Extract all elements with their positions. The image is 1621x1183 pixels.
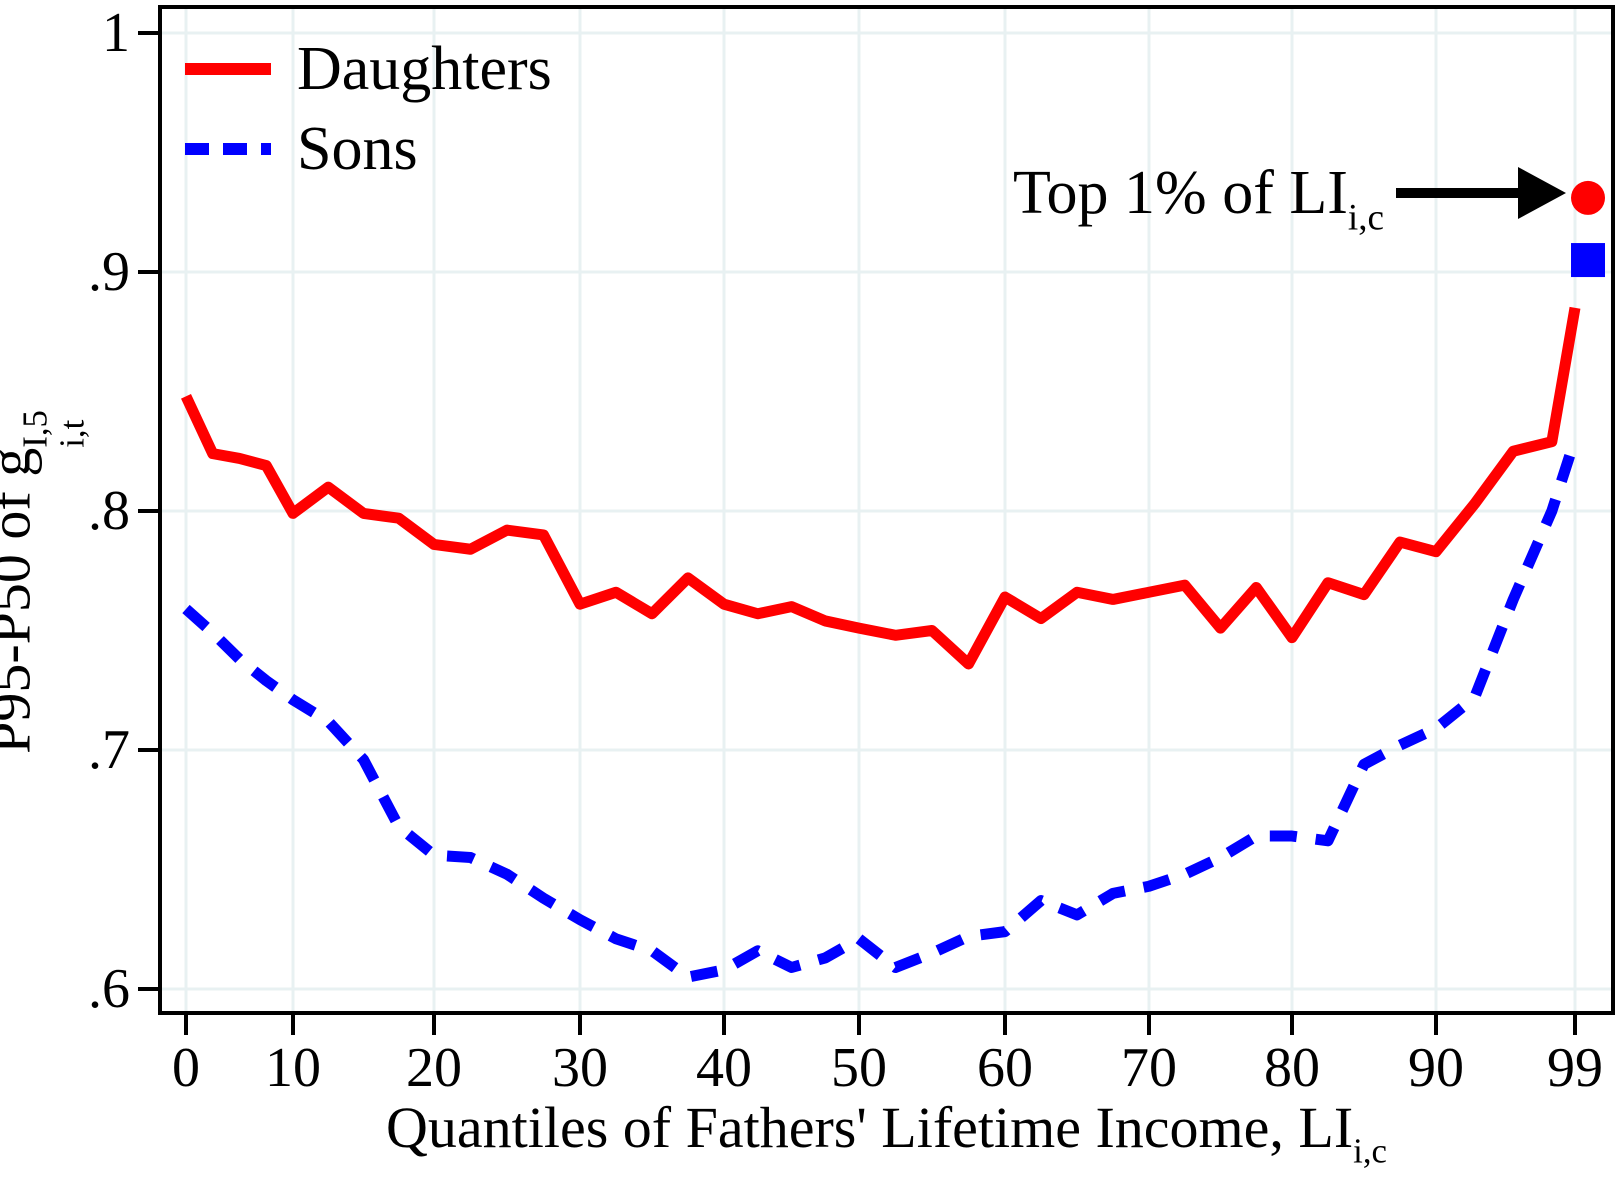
y-tick-label-.9: .9 bbox=[88, 241, 130, 303]
y-tick-label-.8: .8 bbox=[88, 480, 130, 542]
top1-annotation: Top 1% of LIi,c bbox=[1013, 159, 1384, 237]
x-tick-label-60: 60 bbox=[977, 1037, 1033, 1099]
x-axis-title-subscript: i,c bbox=[1353, 1131, 1387, 1171]
top1-annotation-subscript: i,c bbox=[1347, 197, 1384, 239]
top1-annotation-text: Top 1% of LI bbox=[1013, 159, 1348, 227]
x-tick-label-30: 30 bbox=[552, 1037, 608, 1099]
x-tick-label-10: 10 bbox=[265, 1037, 321, 1099]
series-line-daughters bbox=[181, 306, 1581, 670]
legend-item-daughters: Daughters bbox=[183, 36, 552, 102]
x-tick-label-0: 0 bbox=[172, 1037, 200, 1099]
y-tick-label-1: 1 bbox=[102, 2, 130, 64]
y-axis-title-scripts: I,5 i,t bbox=[15, 410, 92, 448]
y-tick-label-.7: .7 bbox=[88, 719, 130, 781]
legend-item-sons: Sons bbox=[183, 116, 552, 182]
x-tick-label-40: 40 bbox=[696, 1037, 752, 1099]
sons-line-swatch bbox=[185, 143, 271, 155]
top1-marker-sons bbox=[1571, 243, 1606, 278]
x-tick-label-99: 99 bbox=[1547, 1037, 1603, 1099]
y-axis-title: P95-P50 of gI,5i,t bbox=[0, 410, 92, 754]
legend-label-daughters: Daughters bbox=[297, 35, 552, 103]
x-tick-label-70: 70 bbox=[1121, 1037, 1177, 1099]
x-axis-title: Quantiles of Fathers' Lifetime Income, L… bbox=[386, 1095, 1387, 1171]
legend-label-sons: Sons bbox=[297, 115, 418, 183]
top1-marker-daughters bbox=[1571, 180, 1606, 215]
annotation-arrow-head bbox=[1518, 167, 1566, 219]
x-tick-label-50: 50 bbox=[831, 1037, 887, 1099]
x-tick-label-20: 20 bbox=[406, 1037, 462, 1099]
legend: Daughters Sons bbox=[183, 36, 552, 182]
daughters-line-swatch bbox=[185, 63, 271, 75]
x-tick-label-80: 80 bbox=[1264, 1037, 1320, 1099]
x-tick-label-90: 90 bbox=[1408, 1037, 1464, 1099]
y-tick-label-.6: .6 bbox=[88, 958, 130, 1020]
series-line-sons bbox=[182, 437, 1581, 983]
